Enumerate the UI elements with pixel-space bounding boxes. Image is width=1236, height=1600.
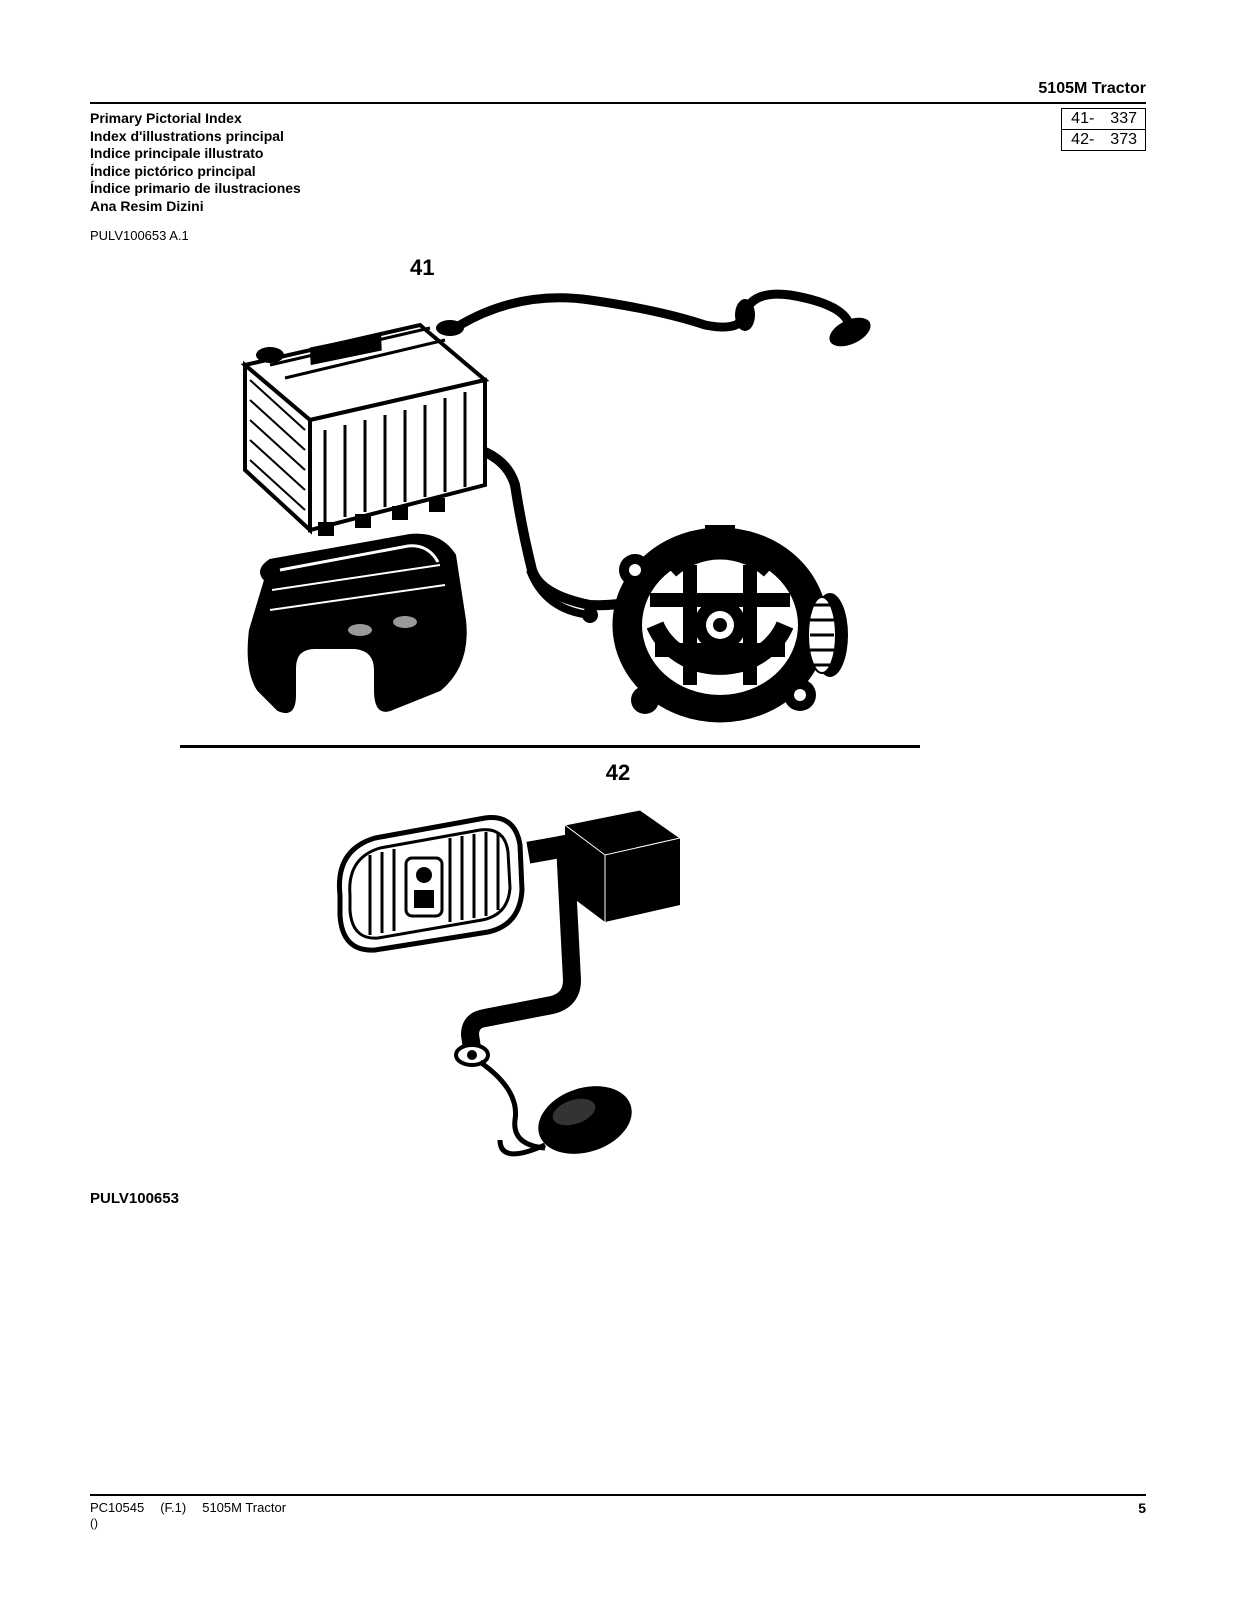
figure-label-42: 42	[606, 760, 630, 786]
ref-page: 373	[1102, 130, 1145, 151]
section-41-illustration	[150, 270, 930, 750]
footer-doc-code: PC10545	[90, 1500, 144, 1516]
title-line: Ana Resim Dizini	[90, 198, 301, 216]
footer-paren: ()	[90, 1516, 1146, 1530]
header-rule	[90, 102, 1146, 104]
section-42-illustration	[320, 800, 750, 1180]
title-line: Índice primario de ilustraciones	[90, 180, 301, 198]
relay-module-icon	[565, 810, 680, 922]
ref-key: 42-	[1062, 130, 1102, 151]
title-line: Índice pictórico principal	[90, 163, 301, 181]
bottom-code: PULV100653	[90, 1190, 179, 1207]
footer-product: 5105M Tractor	[202, 1500, 286, 1516]
battery-icon	[245, 320, 485, 536]
title-line: Primary Pictorial Index	[90, 110, 301, 128]
page-footer: PC10545 (F.1) 5105M Tractor 5 ()	[90, 1494, 1146, 1530]
product-title: 5105M Tractor	[1038, 80, 1146, 98]
table-row: 42- 373	[1062, 130, 1145, 151]
horn-speaker-icon	[500, 1075, 641, 1166]
ref-page: 337	[1102, 109, 1145, 130]
instrument-cluster-icon	[249, 535, 466, 712]
alternator-icon	[615, 525, 848, 720]
table-row: 41- 337	[1062, 109, 1145, 130]
footer-rule	[90, 1494, 1146, 1496]
title-line: Indice principale illustrato	[90, 145, 301, 163]
title-line: Index d'illustrations principal	[90, 128, 301, 146]
reference-table: 41- 337 42- 373	[1061, 108, 1146, 151]
footer-page-number: 5	[1138, 1500, 1146, 1516]
subtitle-code: PULV100653 A.1	[90, 228, 189, 243]
ref-key: 41-	[1062, 109, 1102, 130]
title-block: Primary Pictorial Index Index d'illustra…	[90, 110, 301, 215]
section-divider	[180, 745, 920, 748]
footer-revision: (F.1)	[160, 1500, 186, 1516]
front-grille-icon	[339, 818, 522, 951]
